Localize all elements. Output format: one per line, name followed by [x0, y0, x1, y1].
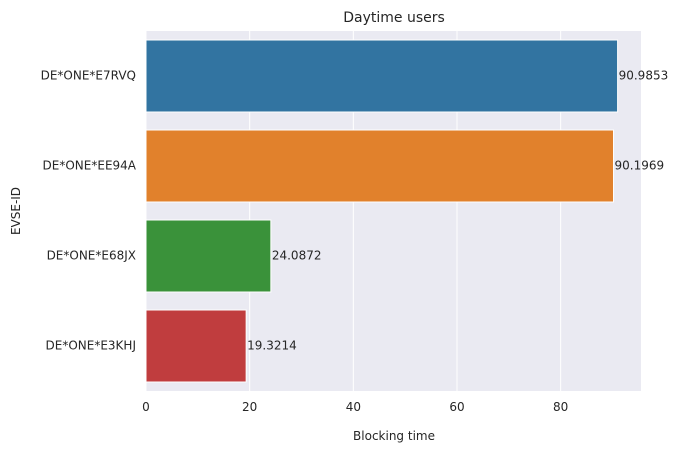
- chart-title: Daytime users: [343, 10, 445, 26]
- x-tick-label: 60: [449, 400, 464, 414]
- x-tick-label: 20: [242, 400, 257, 414]
- x-axis-label: Blocking time: [353, 429, 435, 443]
- y-tick-label: DE*ONE*EE94A: [43, 159, 137, 173]
- bar: [145, 309, 247, 383]
- bars: [145, 39, 619, 383]
- data-labels: 90.9853 90.1969 24.0872 19.3214: [247, 69, 668, 353]
- y-tick-labels: DE*ONE*E7RVQ DE*ONE*EE94A DE*ONE*E68JX DE*O…: [41, 69, 137, 353]
- bar: [145, 129, 615, 203]
- data-label: 19.3214: [247, 339, 297, 353]
- y-tick-label: DE*ONE*E7RVQ: [41, 69, 136, 83]
- x-tick-labels: 0 20 40 60 80: [142, 400, 568, 414]
- x-tick-label: 40: [346, 400, 361, 414]
- y-tick-label: DE*ONE*E3KHJ: [46, 339, 136, 353]
- bar: [145, 39, 619, 113]
- y-tick-label: DE*ONE*E68JX: [47, 249, 136, 263]
- x-tick-label: 0: [142, 400, 150, 414]
- x-tick-label: 80: [553, 400, 568, 414]
- y-axis-label: EVSE-ID: [9, 187, 23, 235]
- data-label: 90.9853: [619, 69, 669, 83]
- data-label: 24.0872: [272, 249, 322, 263]
- data-label: 90.1969: [615, 159, 665, 173]
- bar: [145, 219, 272, 293]
